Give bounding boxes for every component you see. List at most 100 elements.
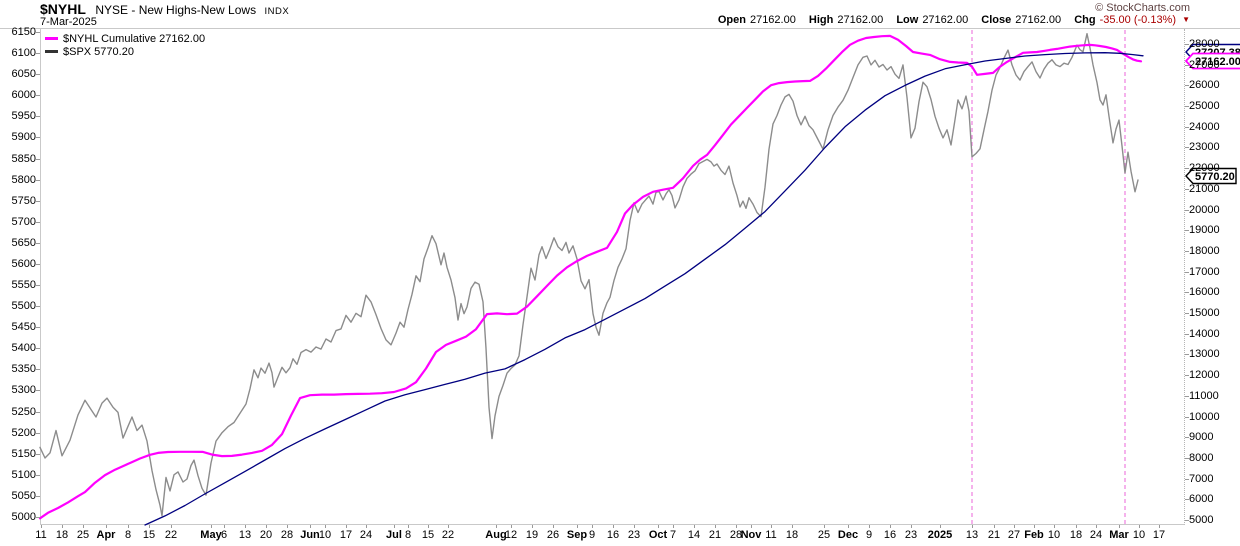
x-axis-tick [287,525,288,528]
y-axis-label-right: 25000 [1189,100,1220,113]
x-axis-tick [266,525,267,528]
y-axis-label-right: 15000 [1189,307,1220,320]
x-axis-label: 10 [1132,529,1146,541]
x-axis-tick [613,525,614,528]
x-axis-tick [346,525,347,528]
y-axis-label-left: 6050 [11,68,36,81]
high-value: 27162.00 [837,14,884,26]
x-axis-label: 2025 [927,529,953,541]
x-axis-label: 11 [35,529,47,541]
x-axis-tick [994,525,995,528]
x-axis-label: 22 [441,529,455,541]
y-axis-tick-left [36,517,40,518]
symbol-description: NYSE - New Highs-New Lows [95,3,257,17]
x-axis-tick [673,525,674,528]
x-axis-label: 8 [404,529,412,541]
y-axis-tick-right [1185,106,1189,108]
x-axis-tick [1034,525,1035,528]
x-axis-tick [792,525,793,528]
y-axis-tick-left [36,53,40,55]
y-axis-tick-left [36,116,40,118]
low-label: Low [896,14,919,26]
last-value-box [1184,52,1240,70]
y-axis-label-left: 5850 [11,152,36,165]
x-axis-label: 22 [164,529,178,541]
y-axis-label-left: 5600 [11,257,36,270]
y-axis-label-left: 5900 [11,131,36,144]
x-axis-tick [408,525,409,528]
y-axis-tick-right [1185,354,1189,356]
x-axis-label: 25 [817,529,831,541]
x-axis-tick [972,525,973,528]
x-axis-label: 28 [729,529,743,541]
index-tag: INDX [264,6,290,17]
x-axis-tick [149,525,150,528]
y-axis-label-left: 5450 [11,321,36,334]
y-axis-label-right: 13000 [1189,348,1220,361]
x-axis-tick [310,525,311,528]
x-axis-label: Oct [648,529,668,541]
y-axis-tick-right [1185,333,1189,335]
close-value: 27162.00 [1015,14,1062,26]
x-axis-label: 21 [987,529,1001,541]
y-axis-label-right: 18000 [1189,244,1220,257]
y-axis-label-left: 5250 [11,405,36,418]
y-axis-tick-right [1185,230,1189,232]
x-axis-label: 28 [280,529,294,541]
x-axis-tick [128,525,129,528]
x-axis-tick [715,525,716,528]
legend-label: $NYHL Cumulative 27162.00 [63,32,206,45]
y-axis-tick-left [36,495,40,497]
x-axis-label: May [200,529,222,541]
y-axis-label-right: 10000 [1189,410,1220,423]
x-axis-label: 16 [606,529,620,541]
open-value: 27162.00 [749,14,796,26]
x-axis-tick [532,525,533,528]
x-axis-label: 13 [238,529,252,541]
y-axis-label-right: 12000 [1189,369,1220,382]
chart-title: $NYHL NYSE - New Highs-New Lows INDX [40,1,289,19]
x-axis-tick [171,525,172,528]
x-axis-tick [848,525,849,528]
y-axis-label-right: 27000 [1189,58,1220,71]
y-axis-label-left: 6000 [11,89,36,102]
x-axis-tick [577,525,578,528]
y-axis-tick-right [1185,126,1189,128]
x-axis-tick [658,525,659,528]
y-axis-label-right: 5000 [1189,514,1214,526]
x-axis-label: Aug [485,529,507,541]
x-axis-tick [553,525,554,528]
y-axis-tick-left [36,411,40,413]
x-axis-label: 12 [504,529,518,541]
x-axis-label: 26 [546,529,560,541]
y-axis-tick-left [36,32,40,33]
x-axis-label: 17 [1152,529,1166,541]
x-axis-tick [496,525,497,528]
open-label: Open [717,14,746,26]
y-axis-tick-right [1185,168,1189,170]
y-axis-tick-left [36,327,40,329]
change-label: Chg [1074,14,1096,26]
plot-area[interactable] [40,29,1185,525]
x-axis-tick [1096,525,1097,528]
y-axis-tick-left [36,285,40,287]
y-axis-tick-right [1185,188,1189,190]
legend-item-nyhl-cumulative: $NYHL Cumulative 27162.00 [45,32,205,45]
x-axis-label: 15 [142,529,156,541]
x-axis-tick [869,525,870,528]
y-axis-label-right: 24000 [1189,120,1220,133]
x-axis-tick [634,525,635,528]
x-axis-label: 18 [785,529,799,541]
x-axis-label: 18 [1069,529,1083,541]
x-axis-label: Nov [740,529,762,541]
y-axis-tick-left [36,306,40,308]
y-axis-label-left: 5300 [11,384,36,397]
x-axis-tick [83,525,84,528]
y-axis-tick-right [1185,313,1189,315]
high-label: High [808,14,834,26]
x-axis-label: 10 [1047,529,1061,541]
x-axis-label: 25 [76,529,90,541]
y-axis-label-left: 5200 [11,426,36,439]
y-axis-label-right: 20000 [1189,203,1220,216]
